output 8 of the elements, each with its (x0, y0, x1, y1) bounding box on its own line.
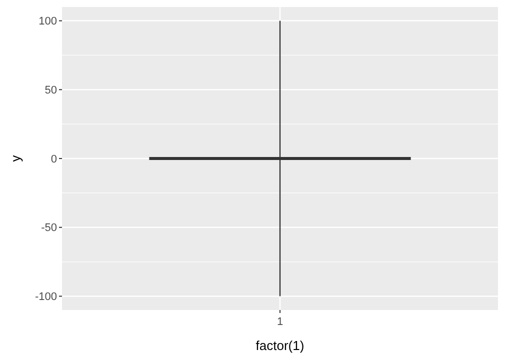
y-tick-label: 50 (44, 84, 57, 96)
y-tick-label: 0 (50, 153, 57, 166)
x-axis-title: factor(1) (256, 338, 304, 353)
y-axis-title: y (8, 154, 23, 162)
x-tick-label: 1 (276, 316, 284, 328)
y-tick-label: -50 (41, 222, 57, 234)
y-tick-label: -100 (34, 291, 57, 304)
y-tick-label: 100 (38, 16, 57, 28)
